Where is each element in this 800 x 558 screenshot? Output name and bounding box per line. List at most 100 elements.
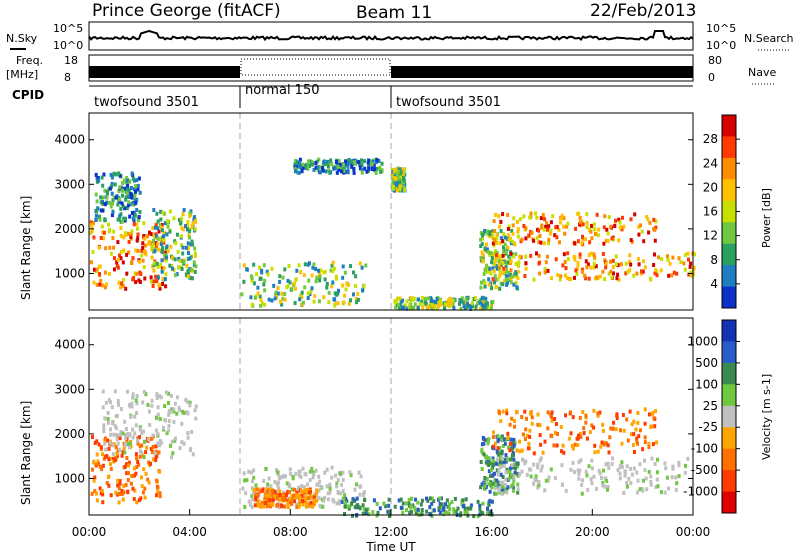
velocity-cell [111,421,115,426]
power-cell [352,166,356,171]
power-cell [337,288,340,293]
velocity-cell [301,498,304,503]
velocity-cell [347,506,351,511]
velocity-cell [586,488,590,493]
velocity-cell [135,500,139,505]
power-cell [689,270,692,275]
power-cell [330,284,334,289]
velocity-cell [618,464,622,469]
power-cell [498,273,502,278]
power-cell [185,227,189,232]
power-cell [117,171,121,176]
power-cell [524,266,528,271]
velocity-cell [372,498,376,503]
power-cell [310,286,314,291]
power-cell [117,280,121,285]
velocity-cell [677,463,681,468]
velocity-cell [102,426,106,431]
power-cell [544,260,548,265]
velocity-cell [387,497,391,502]
velocity-cell [119,407,123,412]
velocity-cell [363,498,367,503]
velocity-cell [510,455,514,460]
power-cell [134,189,137,194]
velocity-cell [498,456,502,461]
power-cell [90,229,94,234]
power-cell [511,239,515,244]
power-cell [89,223,93,228]
velocity-cell [358,492,362,497]
power-cell [262,263,266,268]
velocity-cell [186,431,190,435]
power-cell [379,169,383,174]
velocity-cell [416,507,420,512]
power-cell [145,234,149,239]
power-cell [347,161,351,166]
power-cell [401,182,405,186]
velocity-cell [516,490,520,495]
power-cell [516,269,520,274]
velocity-cell [632,419,636,424]
power-cell [604,261,608,266]
velocity-cell [300,484,304,488]
velocity-cell [173,401,177,406]
velocity-cell [351,513,354,518]
power-cell [103,217,107,222]
power-cell [338,162,342,167]
velocity-cell [126,441,130,446]
power-colorbar-tick-label: 8 [710,253,718,267]
velocity-cell [501,484,505,489]
power-cell [308,164,311,168]
power-cell [596,233,600,238]
power-cell [416,305,420,310]
velocity-cell [580,491,584,496]
power-cell [342,300,346,305]
velocity-cell [339,491,343,496]
velocity-cell [325,484,329,489]
power-cell [103,285,107,290]
velocity-cell [564,413,567,418]
power-cell [677,256,681,261]
power-cell [276,291,280,296]
power-cell [242,279,246,284]
velocity-cell [649,480,653,484]
velocity-cell [359,474,363,479]
power-cell [116,265,120,270]
power-cell [336,162,340,167]
power-cell [687,257,690,262]
velocity-cell [147,409,151,414]
velocity-cell [426,498,430,503]
power-cell [327,168,331,173]
velocity-cell [272,496,276,501]
velocity-cell [114,490,118,495]
power-cell [541,213,545,217]
velocity-cell [137,498,141,503]
velocity-cell [444,510,448,514]
velocity-cell [291,493,295,498]
power-cell [670,273,674,278]
velocity-cell [466,506,470,511]
velocity-cell [115,437,119,442]
power-cell [337,167,341,172]
power-cell [190,276,194,281]
velocity-cell [514,466,517,471]
velocity-cell [131,435,135,440]
velocity-cell [495,461,499,466]
power-cell [432,299,436,304]
power-cell [188,214,192,219]
velocity-cell [429,512,433,517]
velocity-cell [606,443,610,448]
power-cell [302,273,306,278]
velocity-cell [140,450,144,455]
velocity-cell [393,504,397,509]
velocity-cell [326,491,330,496]
power-cell [168,209,172,214]
power-cell [432,304,436,308]
power-cell [265,269,269,274]
velocity-colorbar-tick-label: 1000 [687,334,718,348]
power-cell [308,159,312,164]
power-cell [498,266,502,270]
power-cell [495,266,499,271]
power-cell [506,212,510,217]
velocity-cell [532,462,536,467]
